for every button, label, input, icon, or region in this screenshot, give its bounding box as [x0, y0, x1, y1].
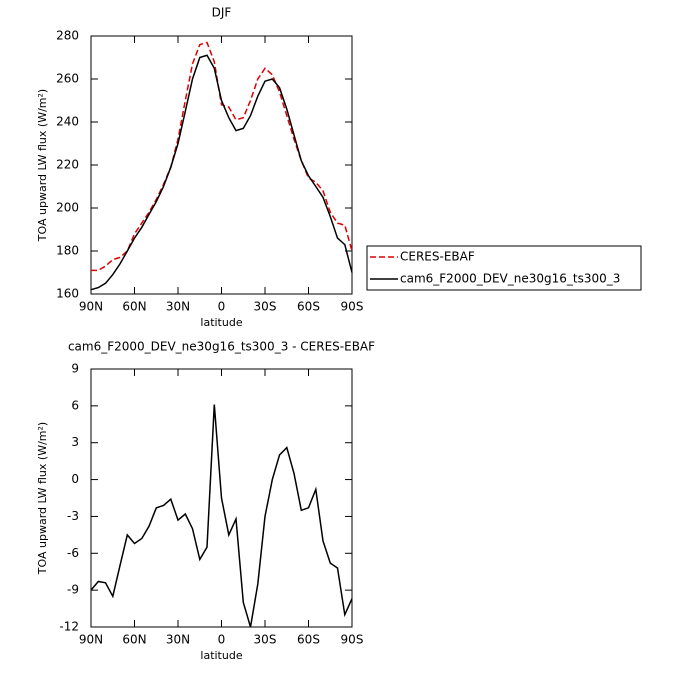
legend-label: CERES-EBAF: [400, 250, 475, 264]
y-tick-label: 200: [56, 201, 79, 215]
chart-title: cam6_F2000_DEV_ne30g16_ts300_3 - CERES-E…: [68, 340, 375, 354]
data-line: [91, 41, 353, 272]
y-tick-label: -9: [67, 583, 79, 597]
x-tick-label: 60N: [122, 633, 146, 647]
y-tick-label: 180: [56, 244, 79, 258]
y-tick-label: 280: [56, 29, 79, 43]
plot-frame: [90, 35, 353, 295]
x-tick-label: 90N: [79, 300, 103, 314]
y-tick-label: 6: [71, 398, 79, 412]
y-tick-label: -6: [67, 546, 79, 560]
data-line: [90, 404, 353, 628]
y-axis-label: TOA upward LW flux (W/m²): [36, 89, 49, 242]
y-tick-label: 240: [56, 115, 79, 129]
x-tick-label: 60S: [297, 300, 320, 314]
x-tick-label: 0: [218, 633, 226, 647]
x-tick-label: 30S: [254, 633, 277, 647]
x-tick-label: 60S: [297, 633, 320, 647]
x-tick-label: 90S: [341, 300, 364, 314]
x-tick-label: 30S: [254, 300, 277, 314]
x-axis-label: latitude: [200, 649, 242, 662]
y-tick-label: 3: [71, 435, 79, 449]
y-axis-label: TOA upward LW flux (W/m²): [36, 422, 49, 575]
y-tick-label: 220: [56, 158, 79, 172]
data-line: [90, 54, 353, 291]
legend-label: cam6_F2000_DEV_ne30g16_ts300_3: [400, 272, 620, 286]
x-tick-label: 90N: [79, 633, 103, 647]
x-tick-label: 60N: [122, 300, 146, 314]
x-axis-label: latitude: [200, 316, 242, 329]
y-tick-label: 9: [71, 362, 79, 376]
x-tick-label: 30N: [166, 633, 190, 647]
x-tick-label: 30N: [166, 300, 190, 314]
y-tick-label: 160: [56, 287, 79, 301]
y-tick-label: 260: [56, 72, 79, 86]
x-tick-label: 0: [218, 300, 226, 314]
y-tick-label: -3: [67, 509, 79, 523]
x-tick-label: 90S: [341, 633, 364, 647]
legend-box: [366, 245, 642, 291]
y-tick-label: -12: [59, 620, 79, 634]
chart-title: DJF: [212, 6, 232, 20]
y-tick-label: 0: [71, 472, 79, 486]
